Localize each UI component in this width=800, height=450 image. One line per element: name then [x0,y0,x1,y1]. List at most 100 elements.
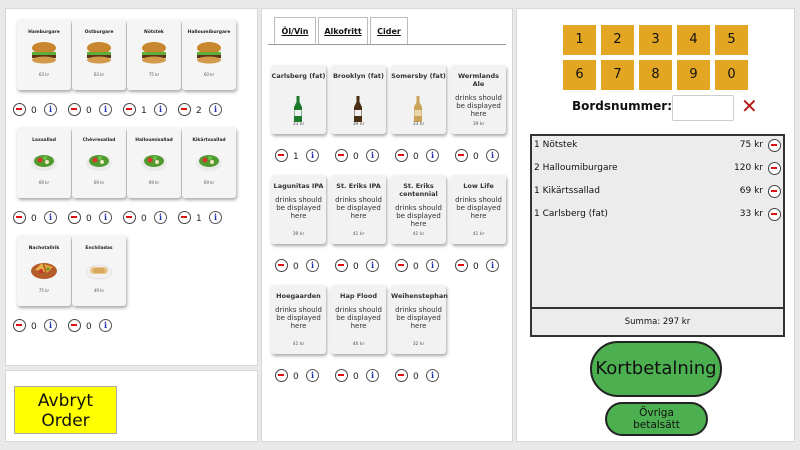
info-icon[interactable]: i [44,319,57,332]
quantity-value: 2 [196,106,202,116]
remove-line-icon[interactable] [768,185,781,198]
drink-item-card[interactable]: St. Eriks IPA drinks should be displayed … [331,175,386,244]
food-item-name: Halloumisallad [135,138,173,143]
drink-item-card[interactable]: Somersby (fat) 33 kr [391,65,446,134]
food-item-card[interactable]: Nötstek 75 kr [127,19,181,90]
info-icon[interactable]: i [366,259,379,272]
keypad-key[interactable]: 7 [601,60,634,90]
minus-icon[interactable] [335,259,348,272]
minus-icon[interactable] [178,103,191,116]
minus-icon[interactable] [68,103,81,116]
quantity-value: 1 [196,214,202,224]
food-item-card[interactable]: Kikärtssallad 69 kr [182,127,236,198]
info-icon[interactable]: i [306,149,319,162]
remove-line-icon[interactable] [768,208,781,221]
minus-icon[interactable] [123,103,136,116]
drink-item-name: Wermlands Ale [457,72,500,88]
minus-icon[interactable] [13,211,26,224]
keypad-key[interactable]: 3 [639,25,672,55]
minus-icon[interactable] [123,211,136,224]
minus-icon[interactable] [275,259,288,272]
minus-icon[interactable] [335,369,348,382]
food-item-card[interactable]: Chèvresallad 69 kr [72,127,126,198]
keypad-key[interactable]: 4 [677,25,710,55]
food-item-card[interactable]: Laxsallad 69 kr [17,127,71,198]
minus-icon[interactable] [13,319,26,332]
minus-icon[interactable] [335,149,348,162]
order-line-text: 1 Nötstek [534,140,578,150]
drink-item-card[interactable]: Brooklyn (fat) 39 kr [331,65,386,134]
minus-icon[interactable] [68,319,81,332]
keypad-key[interactable]: 2 [601,25,634,55]
keypad-key[interactable]: 9 [677,60,710,90]
food-item-card[interactable]: Ostburgare 63 kr [72,19,126,90]
minus-icon[interactable] [455,149,468,162]
remove-line-icon[interactable] [768,139,781,152]
quantity-value: 0 [31,214,37,224]
food-item-card[interactable]: Halloumiburgare 60 kr [182,19,236,90]
drink-item-description: drinks should be displayed here [275,306,322,330]
drink-item-card[interactable]: Hap Flood drinks should be displayed here… [331,285,386,354]
card-payment-button[interactable]: Kortbetalning [590,341,722,397]
info-icon[interactable]: i [486,259,499,272]
food-item-card[interactable]: Nachotallrik 75 kr [17,235,71,306]
table-number-label: Bordsnummer: [572,99,672,113]
table-number-input[interactable] [672,95,734,121]
drink-item-card[interactable]: Wermlands Ale drinks should be displayed … [451,65,506,134]
info-icon[interactable]: i [426,259,439,272]
remove-line-icon[interactable] [768,162,781,175]
info-icon[interactable]: i [154,211,167,224]
info-icon[interactable]: i [306,259,319,272]
tab-beer-wine[interactable]: Öl/Vin [274,17,316,44]
info-icon[interactable]: i [99,211,112,224]
drink-item-card[interactable]: Lagunitas IPA drinks should be displayed … [271,175,326,244]
keypad-key[interactable]: 5 [715,25,748,55]
info-icon[interactable]: i [366,369,379,382]
food-item-price: 63 kr [93,72,105,77]
keypad-key[interactable]: 0 [715,60,748,90]
minus-icon[interactable] [395,369,408,382]
food-item-card[interactable]: Halloumisallad 69 kr [127,127,181,198]
drink-item-card[interactable]: Weihenstephan drinks should be displayed … [391,285,448,354]
info-icon[interactable]: i [44,211,57,224]
order-line-text: 1 Kikärtssallad [534,186,600,196]
minus-icon[interactable] [275,149,288,162]
keypad-key[interactable]: 6 [563,60,596,90]
drink-item-card[interactable]: Hoegaarden drinks should be displayed her… [271,285,326,354]
tab-underline [268,44,506,45]
minus-icon[interactable] [68,211,81,224]
info-icon[interactable]: i [154,103,167,116]
drink-item-card[interactable]: Carlsberg (fat) 33 kr [271,65,326,134]
info-icon[interactable]: i [426,369,439,382]
keypad-key[interactable]: 1 [563,25,596,55]
food-item-card[interactable]: Hamburgare 63 kr [17,19,71,90]
food-item-card[interactable]: Enchiladas 49 kr [72,235,126,306]
cancel-order-button[interactable]: Avbryt Order [14,386,117,434]
tab-non-alcoholic[interactable]: Alkofritt [318,17,368,44]
info-icon[interactable]: i [209,103,222,116]
minus-icon[interactable] [178,211,191,224]
minus-icon[interactable] [275,369,288,382]
info-icon[interactable]: i [486,149,499,162]
info-icon[interactable]: i [366,149,379,162]
minus-icon[interactable] [395,259,408,272]
tab-cider[interactable]: Cider [370,17,408,44]
quantity-value: 0 [413,372,419,382]
quantity-value: 0 [473,262,479,272]
info-icon[interactable]: i [306,369,319,382]
info-icon[interactable]: i [99,319,112,332]
drink-item-description: drinks should be displayed here [335,196,382,220]
info-icon[interactable]: i [44,103,57,116]
info-icon[interactable]: i [99,103,112,116]
keypad-key[interactable]: 8 [639,60,672,90]
minus-icon[interactable] [455,259,468,272]
info-icon[interactable]: i [209,211,222,224]
minus-icon[interactable] [395,149,408,162]
drink-item-card[interactable]: St. Eriks centennial drinks should be dis… [391,175,446,244]
info-icon[interactable]: i [426,149,439,162]
minus-icon[interactable] [13,103,26,116]
clear-table-icon[interactable]: ✕ [741,94,758,118]
drink-item-card[interactable]: Low Life drinks should be displayed here 4… [451,175,506,244]
other-payment-button[interactable]: Övriga betalsätt [605,402,708,436]
